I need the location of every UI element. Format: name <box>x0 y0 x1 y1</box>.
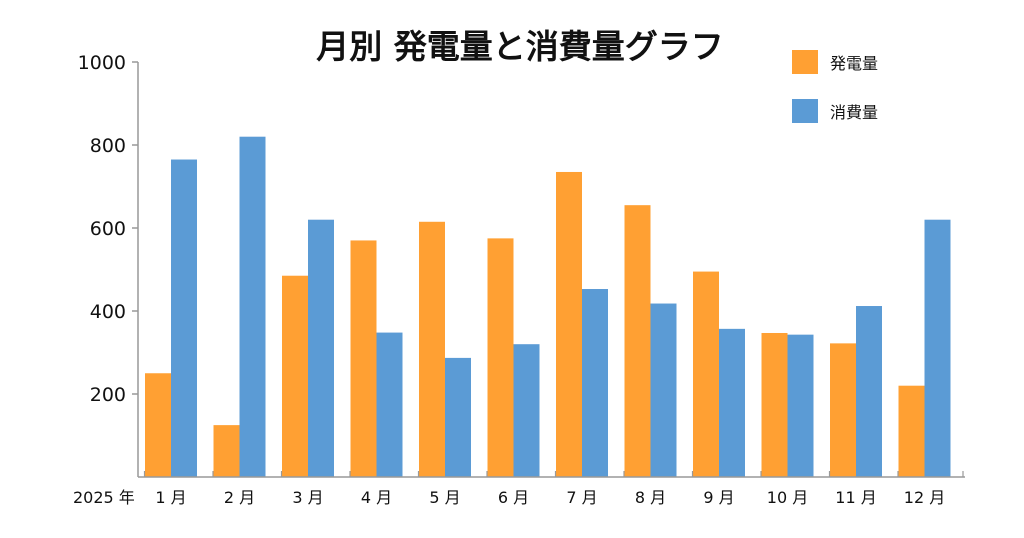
x-tick-label: 6 月 <box>498 488 529 507</box>
x-axis-year-label: 2025 年 <box>73 488 135 507</box>
bar-generation-5 <box>419 221 445 477</box>
chart-title: 月別 発電量と消費量グラフ <box>316 27 724 66</box>
bar-generation-3 <box>282 275 308 477</box>
x-tick-label: 2 月 <box>224 488 255 507</box>
bar-generation-7 <box>556 171 582 477</box>
bar-consumption-12 <box>924 219 951 477</box>
x-tick-label: 8 月 <box>635 488 666 507</box>
bar-generation-12 <box>898 385 925 477</box>
legend-swatch-generation <box>792 50 818 74</box>
y-tick-label: 1000 <box>78 52 126 74</box>
bar-consumption-10 <box>787 334 814 477</box>
bar-generation-2 <box>213 425 240 477</box>
legend-label-generation: 発電量 <box>830 54 879 73</box>
bar-generation-11 <box>830 343 856 477</box>
x-tick-label: 12 月 <box>904 488 945 507</box>
legend-swatch-consumption <box>792 99 818 123</box>
bar-consumption-9 <box>719 328 745 477</box>
x-tick-label: 3 月 <box>292 488 323 507</box>
bar-generation-1 <box>145 373 171 477</box>
x-tick-label: 1 月 <box>155 488 186 507</box>
y-tick-label: 800 <box>90 135 126 157</box>
x-tick-label: 7 月 <box>566 488 597 507</box>
bar-generation-4 <box>350 240 377 477</box>
y-tick-label: 200 <box>90 384 126 406</box>
bar-consumption-4 <box>376 332 403 477</box>
bar-consumption-8 <box>650 303 677 477</box>
bar-consumption-2 <box>239 136 266 477</box>
x-tick-label: 11 月 <box>835 488 876 507</box>
bar-consumption-7 <box>582 289 608 477</box>
bar-consumption-3 <box>308 219 334 477</box>
y-tick-label: 600 <box>90 218 126 240</box>
bar-consumption-5 <box>445 357 471 477</box>
bar-generation-10 <box>761 332 788 477</box>
legend: 発電量 消費量 <box>792 50 878 148</box>
bar-consumption-1 <box>171 159 197 477</box>
y-tick-label: 400 <box>90 301 126 323</box>
bar-consumption-6 <box>513 344 540 477</box>
x-tick-label: 4 月 <box>361 488 392 507</box>
bar-consumption-11 <box>856 306 882 477</box>
bar-generation-6 <box>487 238 514 477</box>
x-tick-label: 5 月 <box>429 488 460 507</box>
x-tick-label: 10 月 <box>767 488 808 507</box>
bar-generation-8 <box>624 205 651 478</box>
legend-label-consumption: 消費量 <box>830 103 879 122</box>
legend-item-generation: 発電量 <box>792 50 878 74</box>
bar-generation-9 <box>693 271 719 477</box>
x-tick-label: 9 月 <box>703 488 734 507</box>
legend-item-consumption: 消費量 <box>792 99 878 123</box>
